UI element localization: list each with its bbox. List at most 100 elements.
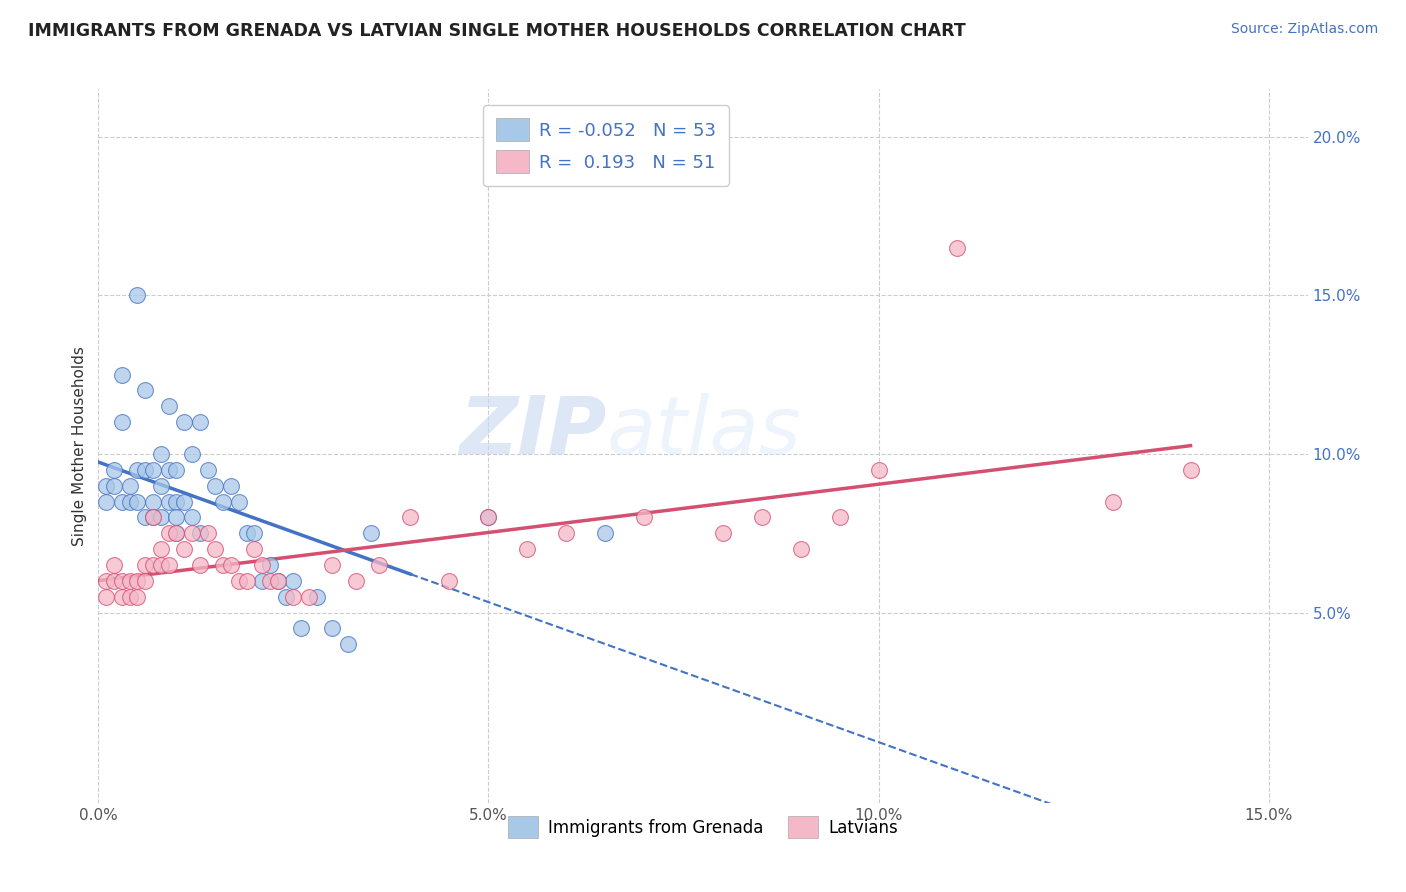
Point: [321, 621, 343, 635]
Point: [96, 478, 118, 492]
Point: [103, 463, 125, 477]
Point: [173, 415, 195, 429]
Point: [157, 494, 180, 508]
Point: [337, 637, 360, 651]
Point: [633, 510, 655, 524]
Point: [243, 526, 266, 541]
Point: [103, 478, 125, 492]
Point: [267, 574, 290, 588]
Point: [197, 526, 219, 541]
Point: [149, 558, 172, 572]
Point: [188, 526, 211, 541]
Point: [157, 558, 180, 572]
Point: [173, 542, 195, 557]
Point: [298, 590, 321, 604]
Point: [751, 510, 773, 524]
Point: [103, 558, 125, 572]
Point: [789, 542, 811, 557]
Point: [516, 542, 538, 557]
Point: [290, 621, 312, 635]
Point: [96, 574, 118, 588]
Point: [96, 590, 118, 604]
Legend: Immigrants from Grenada, Latvians: Immigrants from Grenada, Latvians: [502, 810, 904, 845]
Point: [259, 574, 281, 588]
Point: [111, 415, 134, 429]
Point: [344, 574, 367, 588]
Point: [181, 526, 204, 541]
Point: [204, 542, 226, 557]
Point: [212, 494, 235, 508]
Point: [142, 510, 165, 524]
Point: [173, 494, 195, 508]
Point: [111, 494, 134, 508]
Point: [595, 526, 617, 541]
Point: [219, 558, 242, 572]
Point: [368, 558, 391, 572]
Point: [868, 463, 890, 477]
Point: [228, 574, 250, 588]
Point: [134, 558, 156, 572]
Point: [157, 400, 180, 414]
Point: [127, 288, 149, 302]
Point: [111, 368, 134, 382]
Text: Source: ZipAtlas.com: Source: ZipAtlas.com: [1230, 22, 1378, 37]
Point: [127, 463, 149, 477]
Point: [96, 494, 118, 508]
Point: [1101, 494, 1123, 508]
Point: [477, 510, 499, 524]
Point: [197, 463, 219, 477]
Point: [259, 558, 281, 572]
Point: [165, 526, 187, 541]
Point: [149, 510, 172, 524]
Point: [181, 510, 204, 524]
Point: [142, 510, 165, 524]
Point: [127, 574, 149, 588]
Point: [142, 558, 165, 572]
Point: [118, 574, 141, 588]
Point: [103, 574, 125, 588]
Point: [134, 574, 156, 588]
Point: [439, 574, 461, 588]
Point: [134, 384, 156, 398]
Point: [142, 494, 165, 508]
Point: [127, 590, 149, 604]
Point: [945, 241, 967, 255]
Point: [118, 590, 141, 604]
Point: [165, 510, 187, 524]
Point: [555, 526, 578, 541]
Point: [165, 463, 187, 477]
Point: [165, 494, 187, 508]
Point: [188, 415, 211, 429]
Text: ZIP: ZIP: [458, 392, 606, 471]
Point: [134, 510, 156, 524]
Point: [283, 574, 305, 588]
Point: [305, 590, 328, 604]
Point: [181, 447, 204, 461]
Point: [235, 574, 257, 588]
Point: [157, 463, 180, 477]
Point: [252, 558, 274, 572]
Point: [477, 510, 499, 524]
Point: [111, 590, 134, 604]
Point: [118, 478, 141, 492]
Point: [711, 526, 734, 541]
Point: [274, 590, 297, 604]
Point: [283, 590, 305, 604]
Point: [243, 542, 266, 557]
Point: [219, 478, 242, 492]
Point: [142, 463, 165, 477]
Point: [212, 558, 235, 572]
Point: [228, 494, 250, 508]
Point: [360, 526, 382, 541]
Point: [321, 558, 343, 572]
Point: [157, 526, 180, 541]
Point: [204, 478, 226, 492]
Text: atlas: atlas: [606, 392, 801, 471]
Point: [111, 574, 134, 588]
Point: [399, 510, 422, 524]
Point: [267, 574, 290, 588]
Point: [252, 574, 274, 588]
Point: [188, 558, 211, 572]
Point: [149, 478, 172, 492]
Point: [149, 447, 172, 461]
